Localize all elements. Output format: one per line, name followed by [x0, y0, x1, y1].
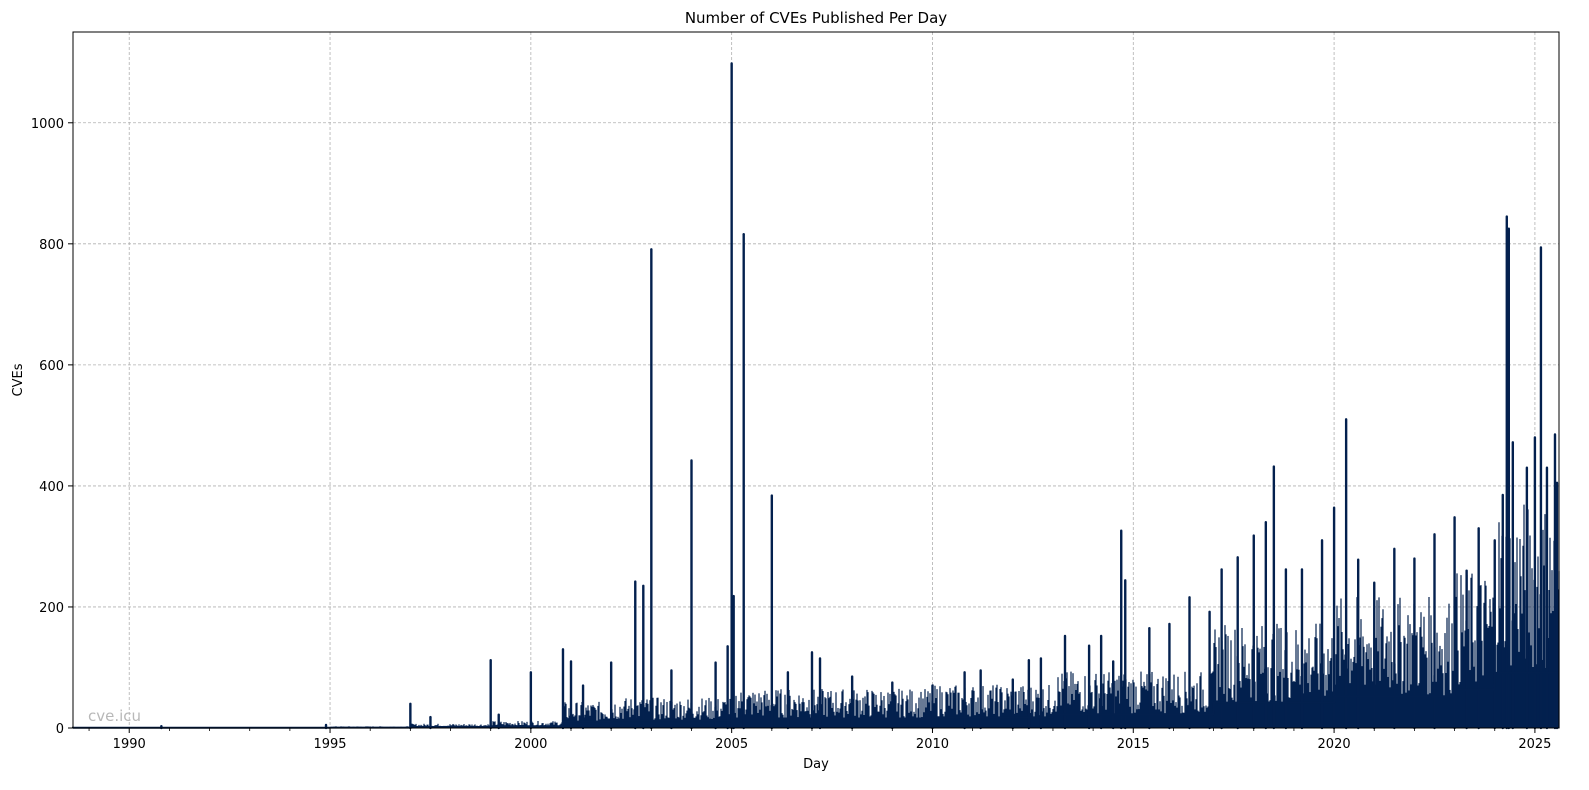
chart-title: Number of CVEs Published Per Day: [685, 9, 947, 27]
x-tick-label: 1990: [113, 737, 146, 752]
y-tick-label: 600: [39, 359, 64, 374]
daily-cve-bars: [72, 62, 1560, 730]
x-tick-label: 1995: [313, 737, 346, 752]
x-tick-label: 2000: [514, 737, 547, 752]
x-tick-label: 2025: [1518, 737, 1551, 752]
watermark-text: cve.icu: [88, 707, 141, 725]
y-tick-label: 1000: [31, 117, 64, 132]
x-tick-label: 2010: [916, 737, 949, 752]
y-tick-label: 400: [39, 480, 64, 495]
x-tick-label: 2005: [715, 737, 748, 752]
axis-ticks: 1990 1995 2000 2005 2010 2015 2020 2025 0 200 400 6…: [31, 117, 1552, 752]
y-tick-label: 0: [56, 722, 64, 737]
x-axis-label: Day: [803, 757, 829, 772]
plot-frame: [72, 31, 1560, 729]
y-tick-label: 200: [39, 601, 64, 616]
y-axis-label: CVEs: [11, 363, 26, 396]
x-tick-label: 2020: [1318, 737, 1351, 752]
grid-lines: [73, 32, 1559, 728]
y-tick-label: 800: [39, 238, 64, 253]
x-tick-label: 2015: [1117, 737, 1150, 752]
